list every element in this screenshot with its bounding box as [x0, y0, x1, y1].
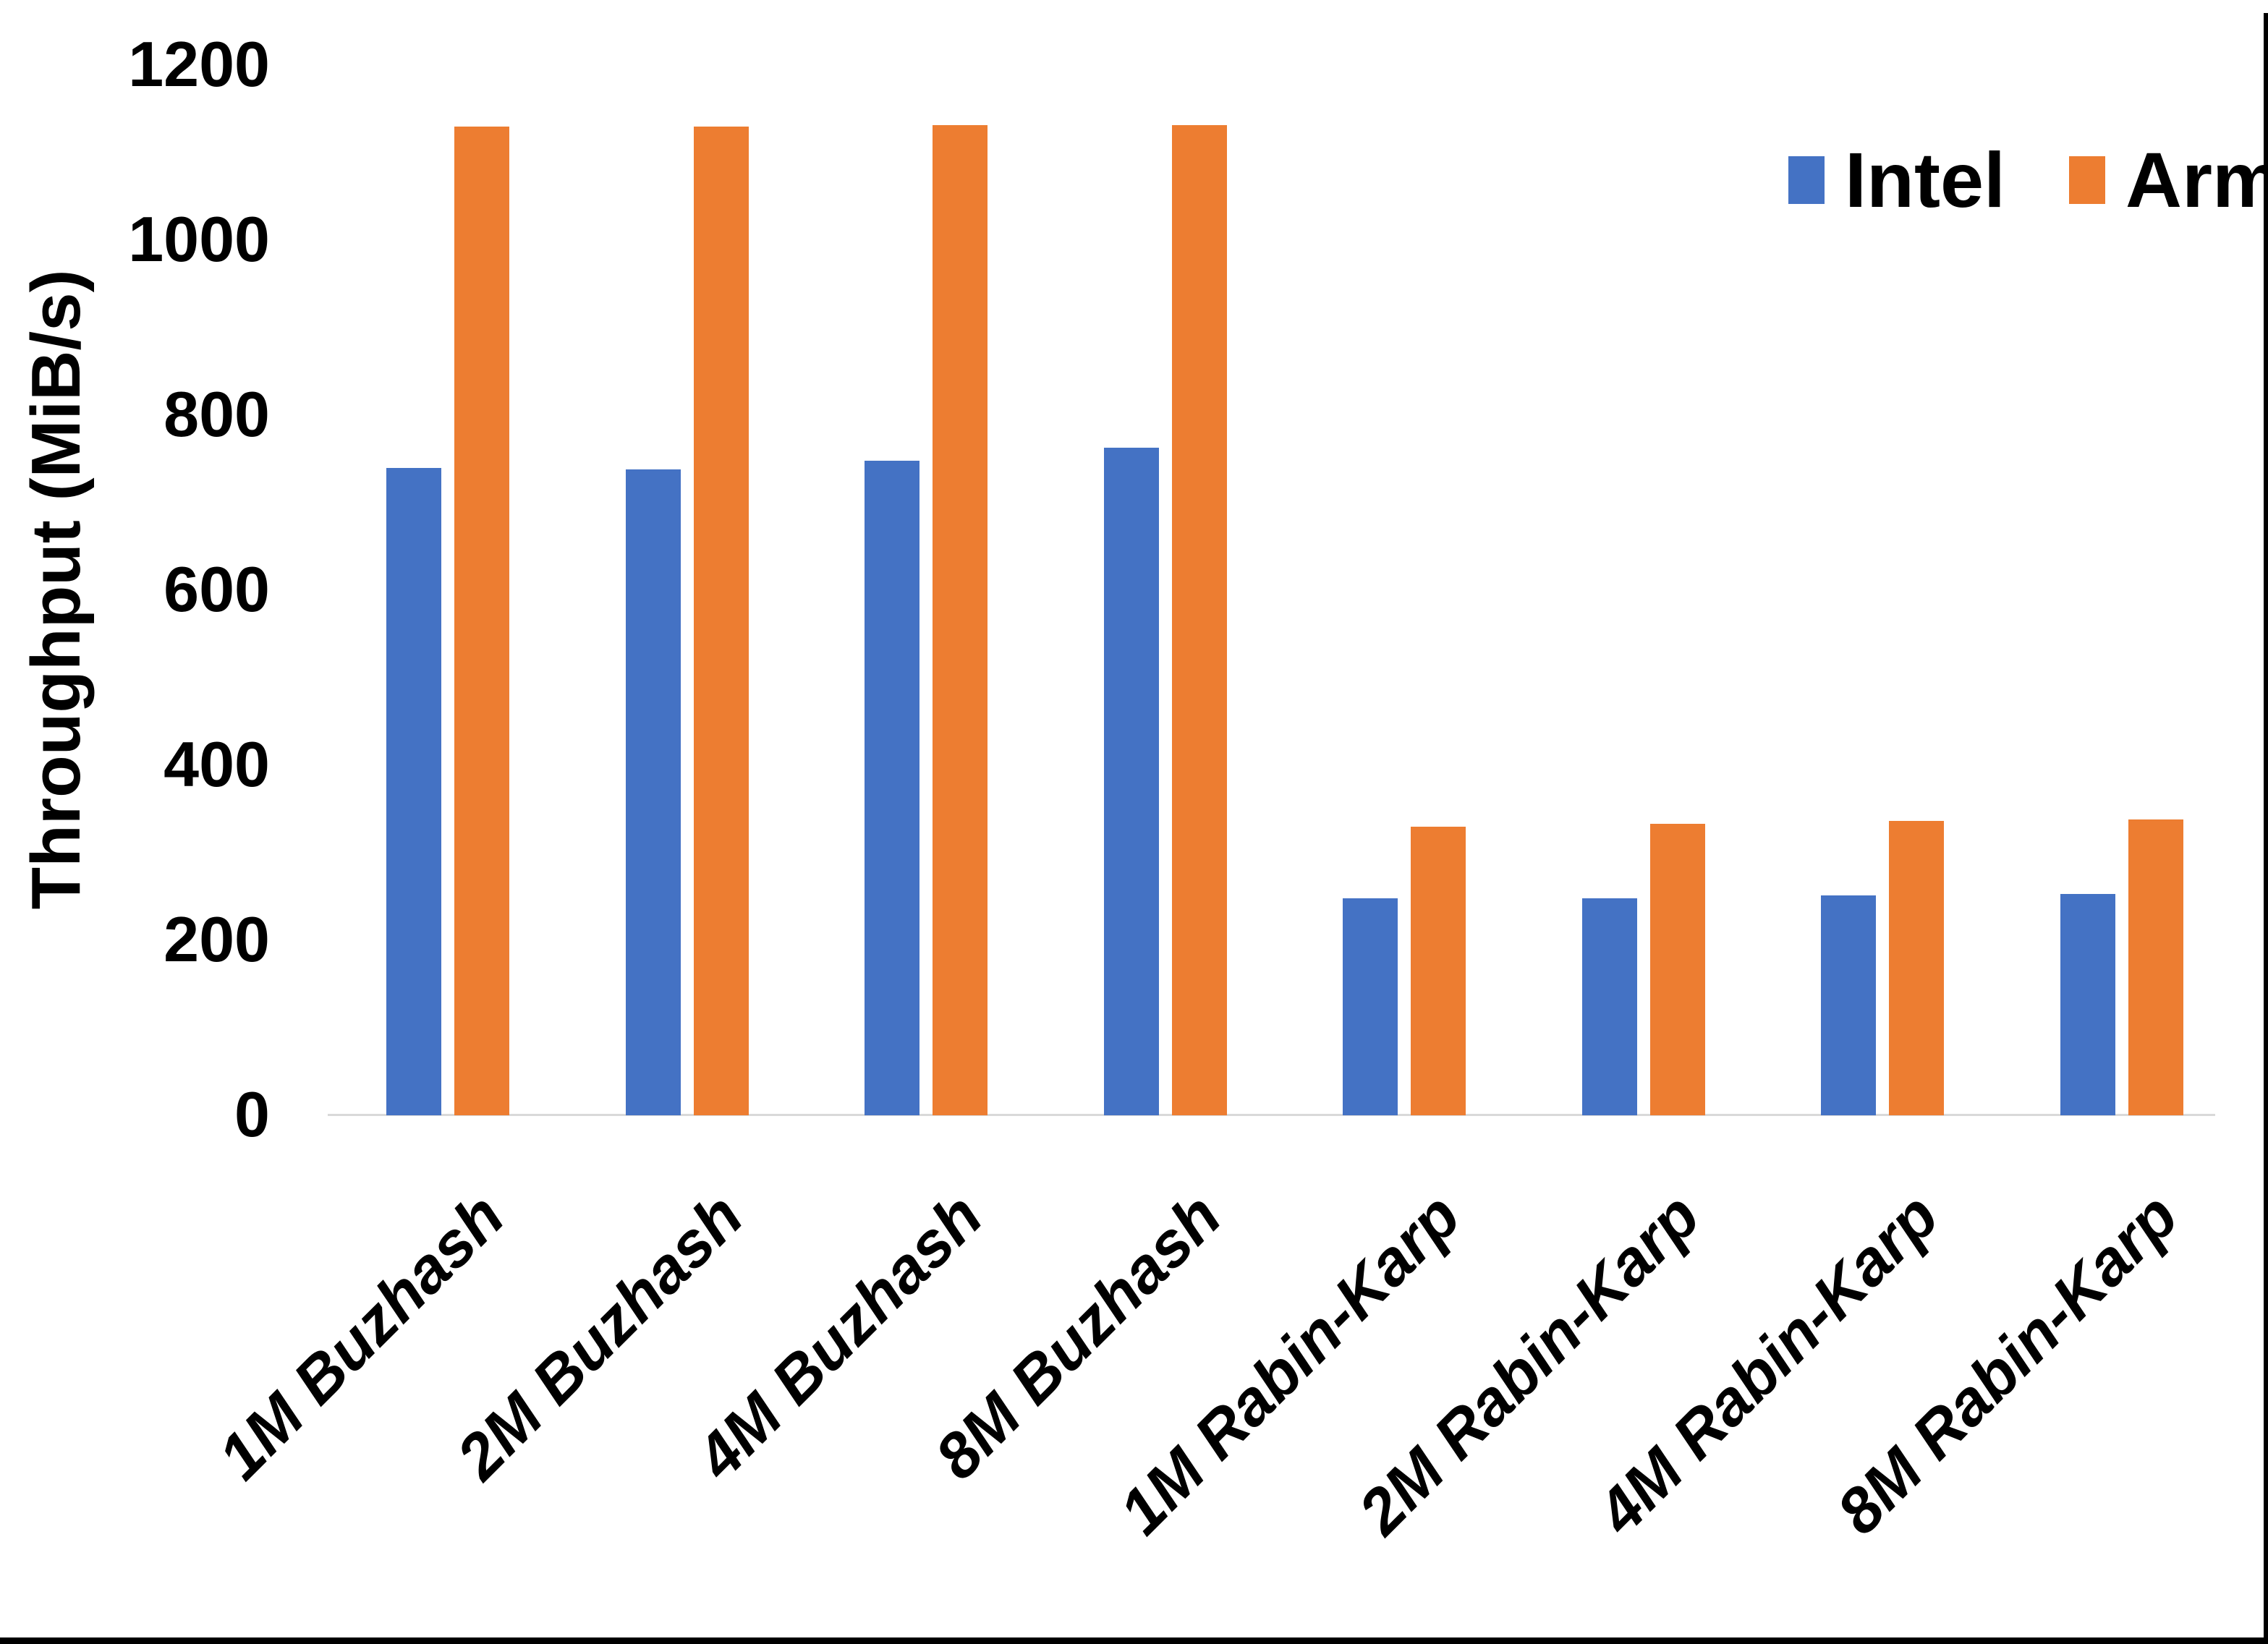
bar-intel-8m-buzhash [1103, 447, 1159, 1115]
bottom-border [0, 1637, 2268, 1644]
bar-intel-2m-buzhash [625, 469, 681, 1115]
bar-arm-1m-rabin-karp [1411, 826, 1466, 1115]
bar-arm-8m-buzhash [1171, 125, 1227, 1115]
x-axis-line [328, 1114, 2215, 1116]
legend-label-arm: Arm [2125, 136, 2268, 223]
bar-arm-2m-buzhash [693, 126, 749, 1115]
bar-arm-1m-buzhash [454, 126, 509, 1115]
legend-marker-arm [2069, 156, 2106, 204]
y-tick-label-1000: 1000 [128, 203, 270, 275]
bar-intel-1m-buzhash [386, 467, 441, 1115]
y-tick-label-600: 600 [163, 553, 270, 625]
bar-arm-4m-buzhash [933, 125, 988, 1115]
right-border [2264, 13, 2268, 1644]
y-tick-label-1200: 1200 [128, 28, 270, 100]
bar-intel-1m-rabin-karp [1343, 898, 1398, 1115]
legend: Intel Arm [1788, 141, 2268, 219]
bar-arm-8m-rabin-karp [2128, 819, 2183, 1115]
legend-item-intel: Intel [1788, 141, 2005, 219]
y-tick-label-400: 400 [163, 728, 270, 800]
bar-arm-2m-rabin-karp [1649, 824, 1705, 1115]
legend-item-arm: Arm [2069, 141, 2268, 219]
y-tick-label-200: 200 [163, 903, 270, 975]
legend-marker-intel [1788, 156, 1825, 204]
bar-intel-8m-rabin-karp [2060, 893, 2115, 1115]
bar-arm-4m-rabin-karp [1889, 821, 1944, 1115]
bar-intel-4m-rabin-karp [1821, 895, 1876, 1115]
y-tick-label-800: 800 [163, 378, 270, 450]
y-tick-label-0: 0 [234, 1078, 270, 1150]
bar-intel-4m-buzhash [865, 460, 919, 1115]
bar-intel-2m-rabin-karp [1581, 898, 1637, 1115]
legend-label-intel: Intel [1845, 136, 2006, 223]
